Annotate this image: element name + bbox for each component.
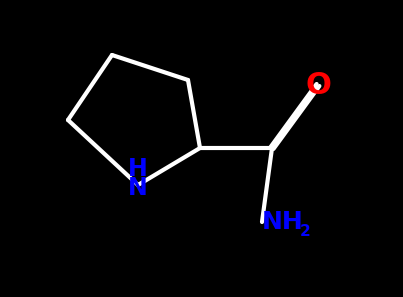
Text: N: N — [128, 176, 148, 200]
Text: 2: 2 — [300, 225, 311, 239]
Text: O: O — [305, 70, 331, 99]
Text: H: H — [128, 157, 148, 181]
Text: NH: NH — [262, 210, 304, 234]
